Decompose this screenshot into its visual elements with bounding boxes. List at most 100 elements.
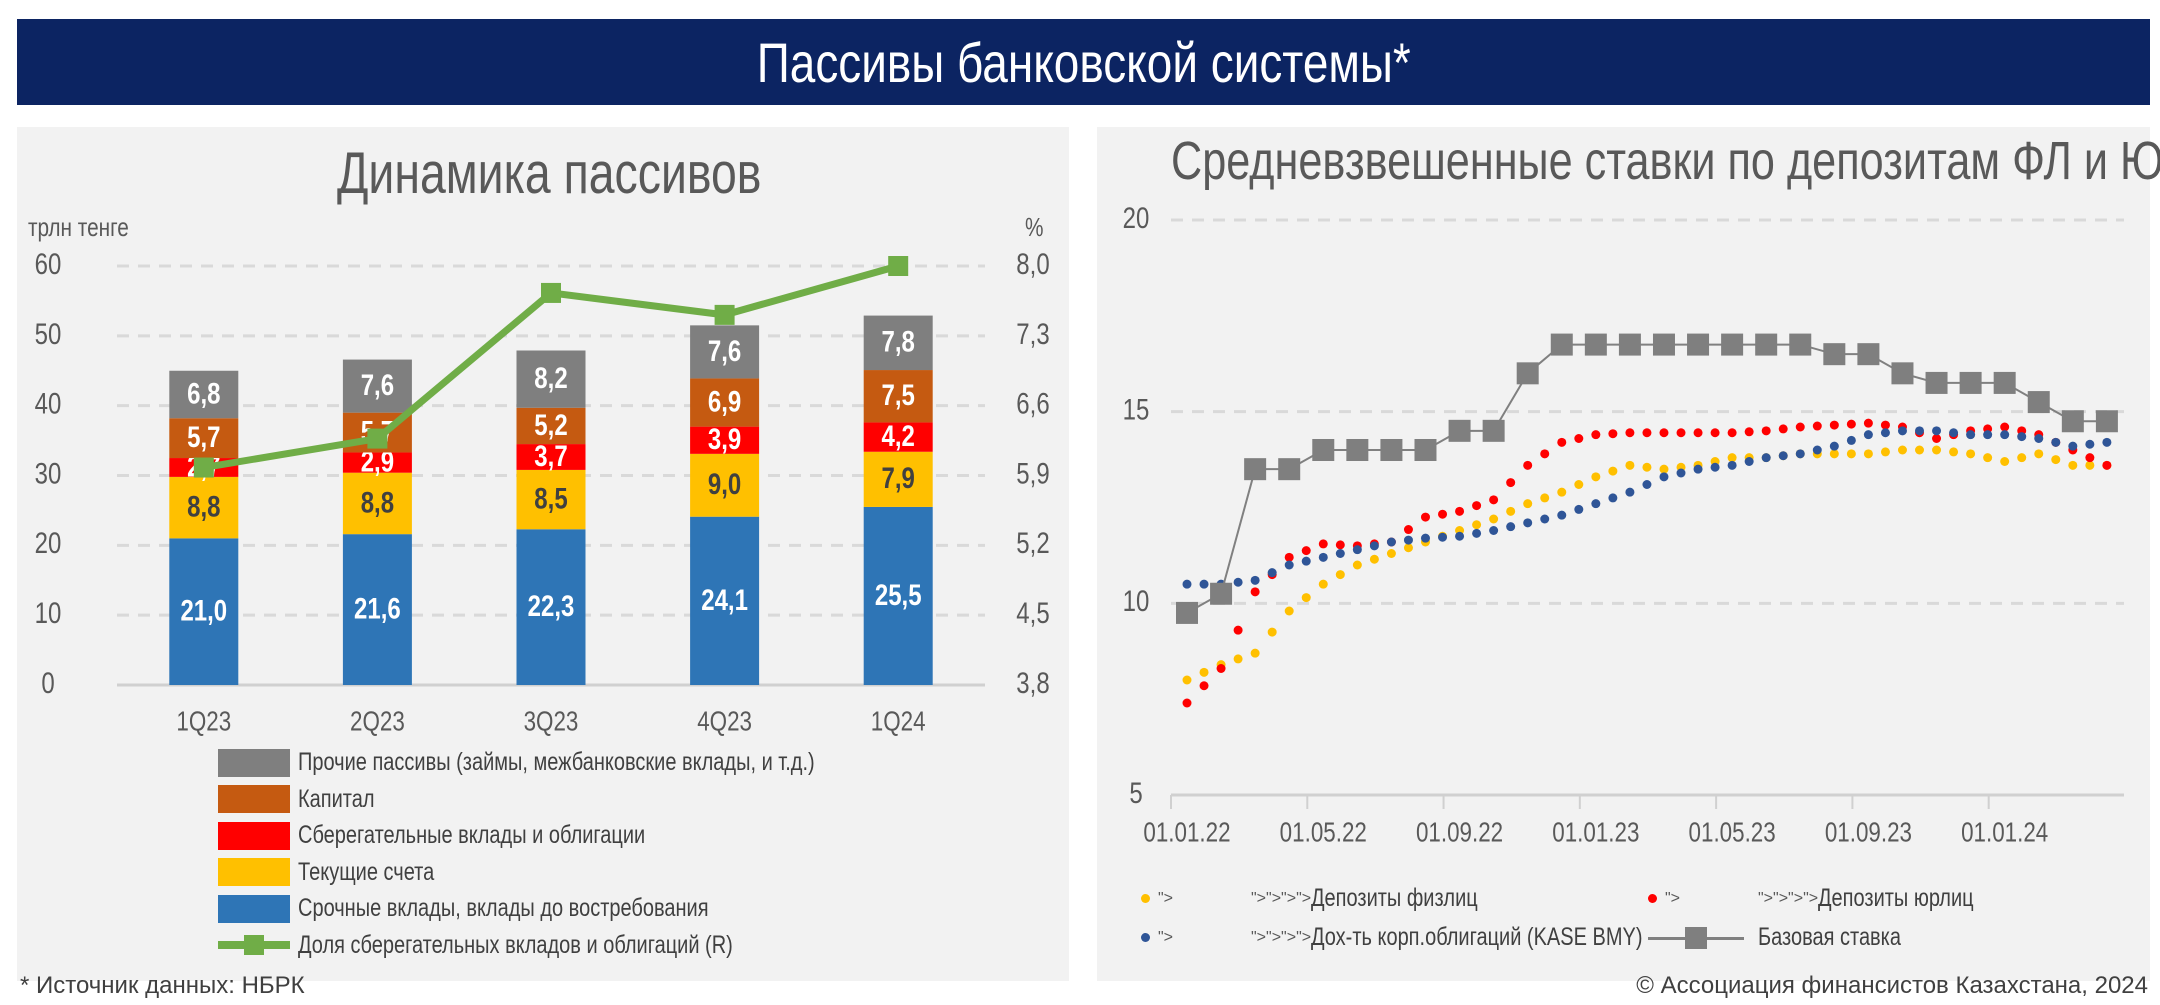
series-dot — [1727, 453, 1737, 463]
base-rate-marker — [2061, 410, 2084, 433]
x-axis-tick: 01.09.23 — [1825, 817, 1912, 848]
series-dot — [1233, 654, 1243, 664]
base-rate-marker — [1959, 371, 1982, 394]
series-dot — [1318, 552, 1328, 562]
series-dot — [1335, 549, 1345, 558]
bar-data-label: 8,2 — [534, 360, 567, 394]
series-dot — [1897, 426, 1907, 436]
left-axis-tick: 40 — [35, 386, 62, 420]
bar-data-label: 22,3 — [528, 588, 575, 622]
x-axis-tick: 01.05.22 — [1280, 817, 1367, 848]
base-rate-marker — [1584, 333, 1607, 356]
right-axis-tick: 3,8 — [1016, 665, 1049, 699]
series-dot — [1369, 541, 1379, 551]
series-dot — [1983, 453, 1993, 463]
series-dot — [1523, 499, 1533, 509]
series-dot — [1812, 445, 1822, 455]
legend-label: Капитал — [298, 784, 375, 813]
x-axis-tick: 1Q23 — [176, 706, 231, 737]
bar-data-label: 21,6 — [354, 591, 401, 625]
series-dot — [1915, 426, 1925, 436]
bar-data-label: 8,8 — [187, 489, 220, 523]
bar-segment — [863, 370, 933, 423]
series-dot — [1846, 435, 1856, 445]
series-dot — [1267, 568, 1277, 578]
series-dot — [1676, 468, 1686, 478]
base-rate-marker — [1618, 333, 1641, 356]
right-axis-tick: 5,2 — [1016, 526, 1049, 560]
base-rate-marker — [2095, 410, 2118, 433]
series-dot — [1472, 501, 1482, 511]
deposit-rates-chart-title: Средневзвешенные ставки по депозитам ФЛ … — [1171, 131, 2160, 191]
bar-segment — [516, 350, 586, 408]
bar-segment — [169, 370, 239, 419]
series-dot — [1182, 675, 1192, 685]
bar-data-label: 6,9 — [708, 384, 741, 418]
series-dot — [1659, 464, 1669, 474]
series-dot — [1574, 504, 1584, 514]
x-axis-tick: 01.01.24 — [1961, 817, 2048, 848]
legend-label: Депозиты физлиц — [1311, 884, 1478, 912]
series-dot — [1233, 625, 1243, 635]
series-dot — [1591, 499, 1601, 509]
series-dot — [1489, 495, 1499, 505]
series-dot — [1438, 509, 1448, 519]
base-rate-marker — [1380, 439, 1403, 461]
series-dot — [1625, 428, 1635, 438]
series-dot — [1591, 430, 1601, 440]
series-dot — [1352, 560, 1362, 570]
series-dot — [1318, 539, 1328, 549]
bar-segment — [516, 444, 586, 470]
series-dot — [2085, 460, 2095, 470]
series-dot — [1676, 428, 1686, 438]
series-dot — [1182, 698, 1192, 708]
x-axis-tick: 1Q24 — [871, 706, 926, 737]
bar-segment — [690, 453, 760, 517]
series-dot — [1182, 579, 1192, 589]
series-dot — [1795, 449, 1805, 459]
bar-segment — [690, 325, 760, 379]
base-rate-marker — [1652, 333, 1675, 356]
base-rate-marker — [1414, 439, 1437, 461]
bar-segment — [342, 472, 412, 535]
bar-segment — [863, 315, 933, 371]
legend-label: Депозиты юрлиц — [1818, 884, 1974, 912]
legend-label: Доля сберегательных вкладов и облигаций … — [298, 930, 733, 959]
bar-segment — [169, 476, 239, 539]
series-dot — [1608, 429, 1618, 439]
series-dot — [1506, 478, 1516, 488]
bar-segment — [863, 422, 933, 452]
base-rate-marker — [1346, 439, 1369, 461]
series-dot — [1795, 422, 1805, 432]
y-axis-tick: 20 — [1123, 200, 1150, 234]
series-dot — [1506, 522, 1516, 532]
series-dot — [2102, 460, 2112, 470]
legend-item: "> ">">">"> Депозиты юрлиц — [1648, 884, 2013, 913]
bar-data-label: 7,6 — [708, 333, 741, 367]
series-dot — [1233, 577, 1243, 587]
series-dot — [2068, 460, 2078, 470]
legend-item: Базовая ставка — [1648, 923, 1937, 952]
legend-label: Дох-ть корп.облигаций (KASE BMY) — [1311, 923, 1643, 951]
series-dot — [1199, 667, 1209, 677]
series-dot — [1829, 441, 1839, 451]
series-dot — [1659, 472, 1669, 482]
right-axis-tick: 6,6 — [1016, 386, 1049, 420]
series-dot — [1778, 451, 1788, 461]
bar-data-label: 7,6 — [361, 367, 394, 401]
bar-data-label: 7,9 — [882, 461, 915, 495]
legend-item: Текущие счета — [218, 858, 468, 887]
left-axis-tick: 0 — [41, 665, 54, 699]
bar-data-label: 9,0 — [708, 467, 741, 501]
series-dot — [1557, 437, 1567, 447]
series-dot — [1557, 487, 1567, 497]
right-axis-tick: 5,9 — [1016, 456, 1049, 490]
x-axis-tick: 01.05.23 — [1689, 817, 1776, 848]
series-dot — [1284, 606, 1294, 616]
series-dot — [1966, 449, 1976, 459]
series-dot — [1812, 421, 1822, 431]
share-line-marker — [367, 428, 388, 449]
legend-label: Прочие пассивы (займы, межбанковские вкл… — [298, 748, 815, 776]
series-dot — [1489, 526, 1499, 535]
series-dot — [1642, 428, 1652, 438]
